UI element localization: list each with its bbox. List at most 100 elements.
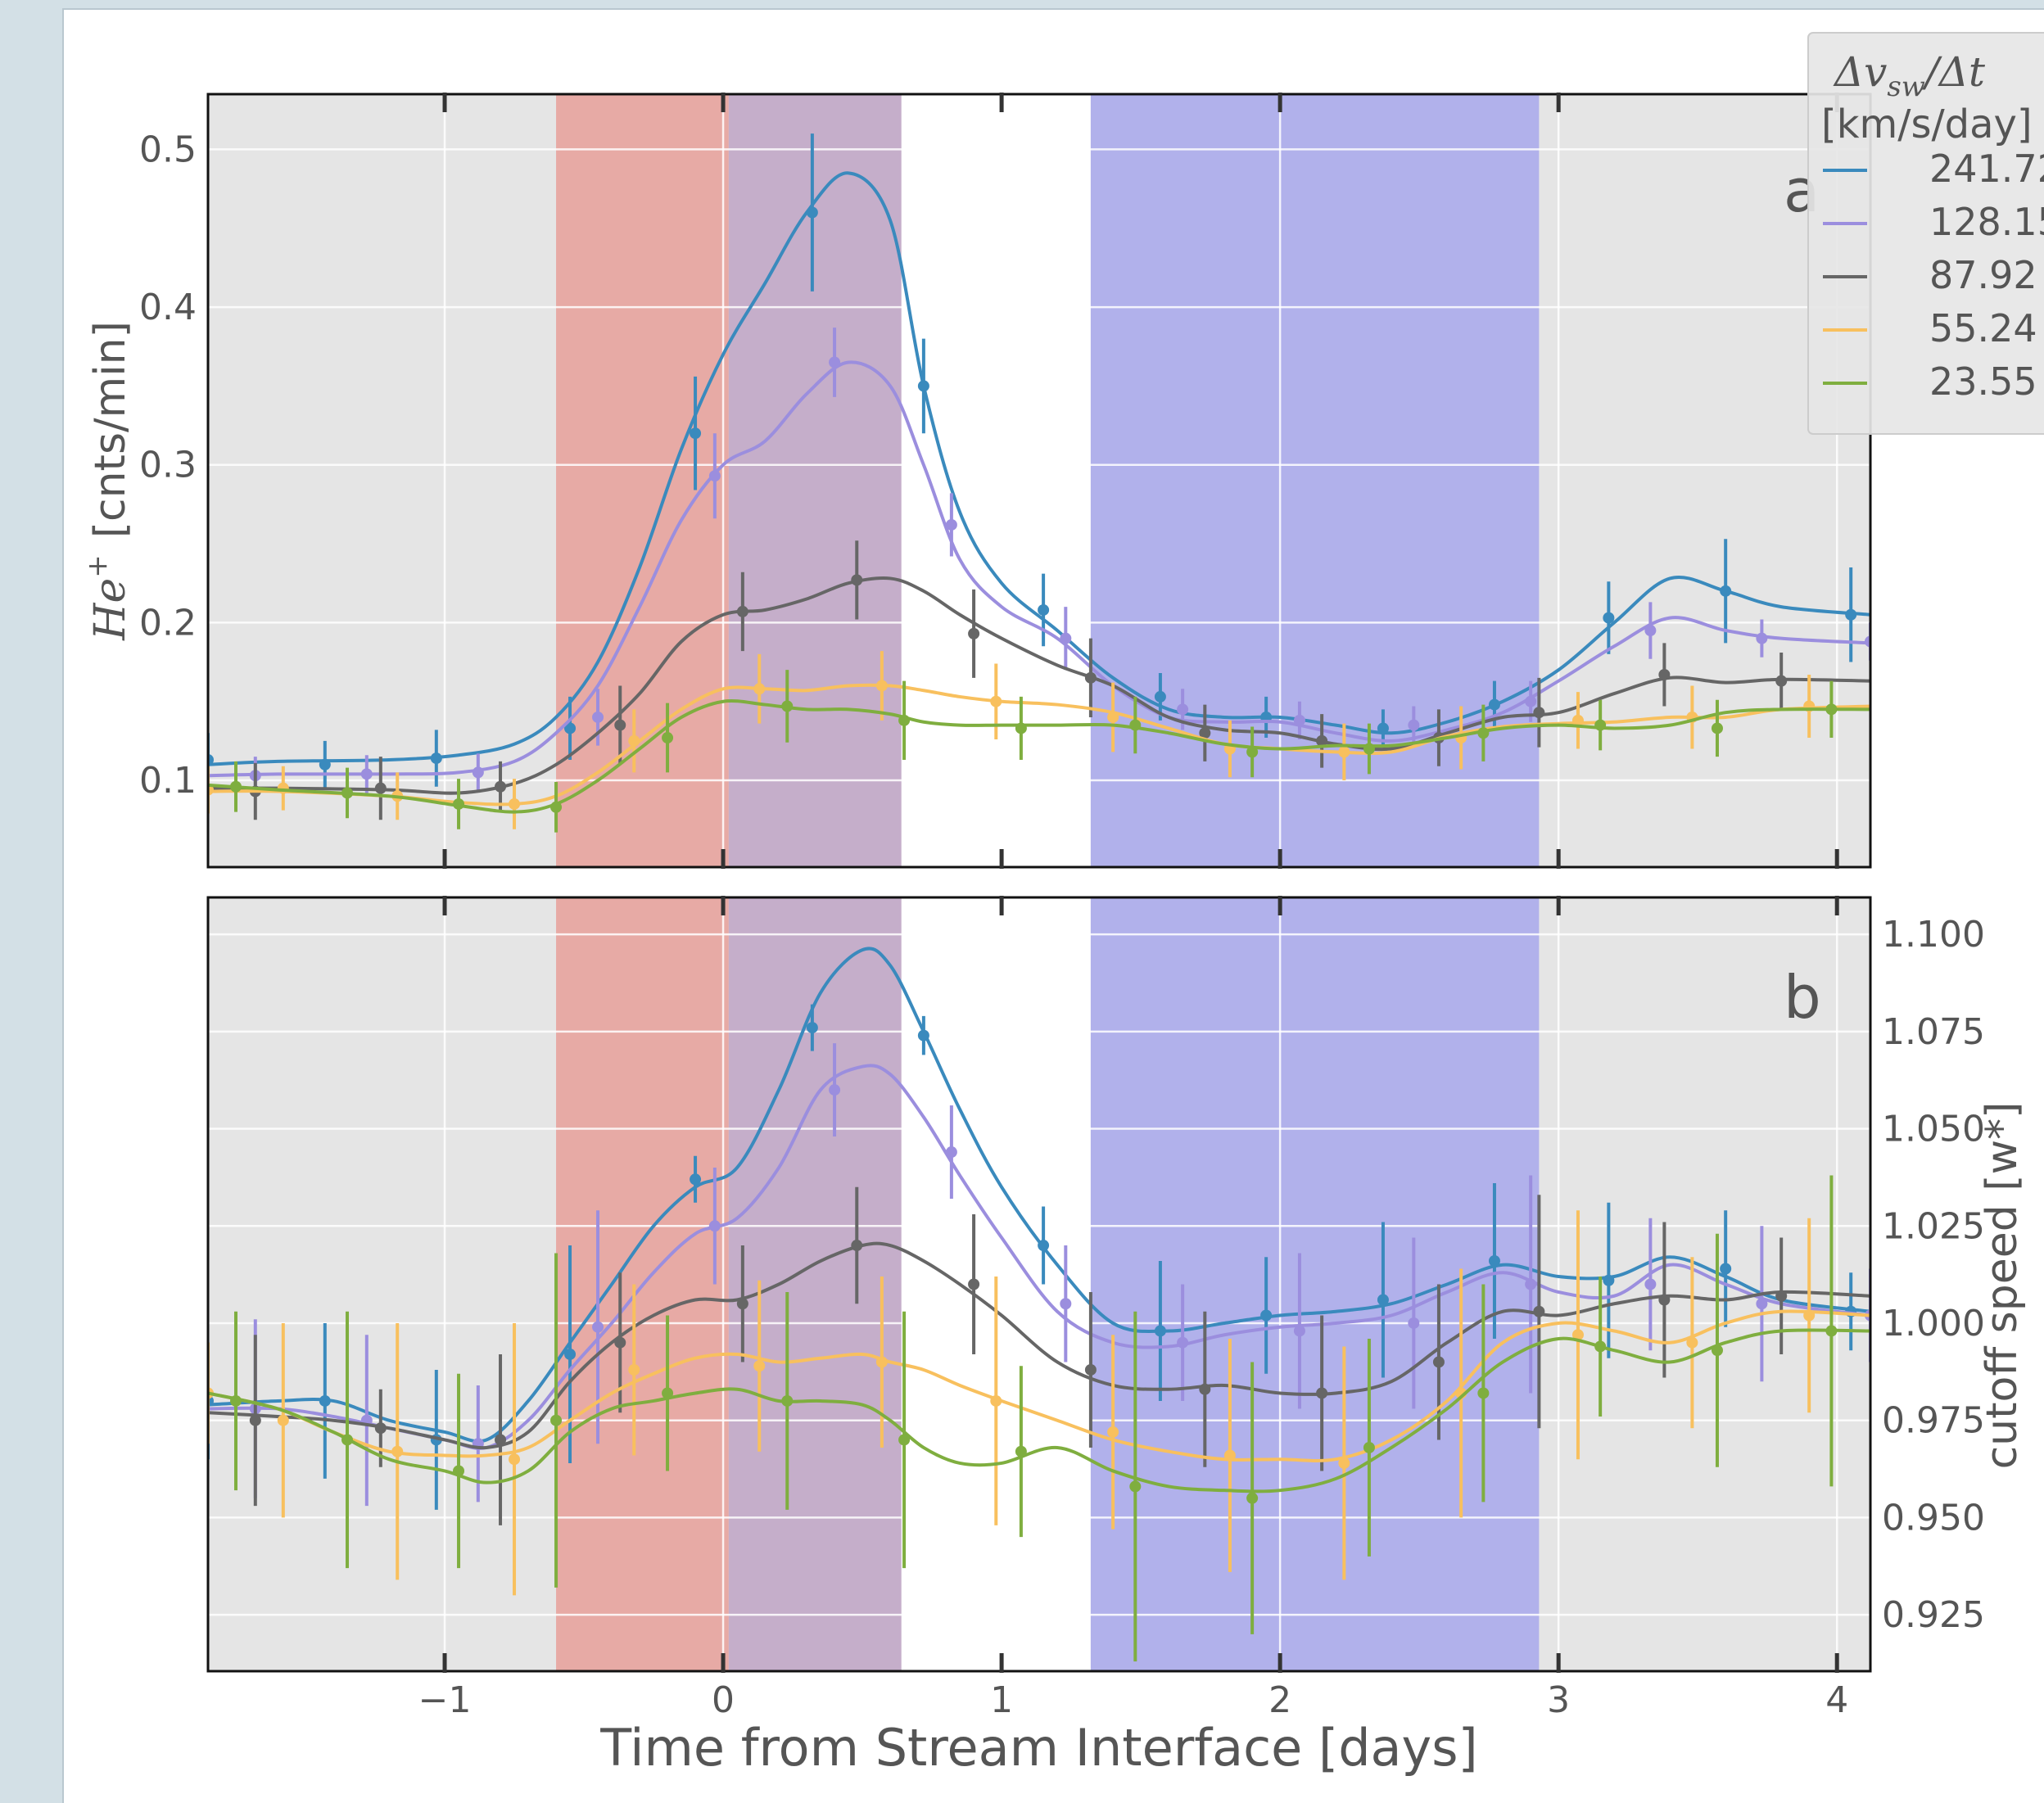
data-point-128.15-b-13	[1756, 1298, 1768, 1310]
data-point-87.92-a-12	[1658, 668, 1671, 680]
data-point-128.15-b-11	[1525, 1278, 1537, 1290]
data-point-55.24-b-5	[753, 1360, 766, 1372]
data-point-55.24-b-12	[1571, 1329, 1584, 1341]
data-point-241.72-b-4	[690, 1173, 702, 1186]
data-point-23.55-b-8	[1129, 1480, 1142, 1493]
legend-label-23.55: 23.55	[1929, 359, 2037, 404]
legend-title-math: Δv	[1833, 48, 1887, 96]
x-axis-label: Time from Stream Interface [days]	[599, 1718, 1477, 1778]
x-tick-label-5: 4	[1825, 1679, 1848, 1721]
data-point-23.55-a-6	[898, 714, 911, 726]
data-point-23.55-b-4	[662, 1387, 674, 1399]
data-point-23.55-a-11	[1477, 727, 1490, 739]
series-line-23.55-b	[208, 1328, 1870, 1493]
legend-entries: 241.72 128.15 87.92 55.24 23.55	[1823, 147, 2044, 404]
panel-b-ylabel: cutoff speed [w*]	[1978, 1102, 2027, 1470]
data-point-55.24-b-4	[628, 1363, 640, 1376]
data-point-87.92-a-3	[614, 719, 626, 731]
data-point-241.72-b-7	[1038, 1240, 1050, 1252]
data-point-87.92-b-6	[968, 1278, 980, 1290]
ylabel-units: [cnts/min]	[86, 321, 135, 538]
x-tick-label-2: 1	[990, 1679, 1013, 1721]
data-point-128.15-a-6	[945, 518, 957, 531]
data-point-55.24-a-10	[1338, 746, 1350, 758]
y-tick-label-a-2: 0.3	[139, 445, 197, 486]
x-tick-label-1: 0	[712, 1679, 735, 1721]
data-point-128.15-a-8	[1177, 703, 1189, 716]
data-point-55.24-b-1	[277, 1414, 289, 1426]
data-point-128.15-a-4	[708, 470, 721, 482]
data-point-23.55-a-4	[662, 732, 674, 744]
y-tick-label-b-1: 0.950	[1882, 1497, 1985, 1539]
data-point-241.72-a-2	[430, 752, 442, 765]
legend-title-rest: /Δt	[1922, 48, 1986, 96]
panel-b-series	[208, 947, 1870, 1662]
legend-label-87.92: 87.92	[1929, 253, 2037, 297]
data-point-87.92-b-0	[249, 1414, 261, 1426]
data-point-87.92-b-9	[1316, 1387, 1328, 1399]
legend-box	[1807, 32, 2044, 435]
data-point-87.92-b-7	[1084, 1363, 1097, 1376]
data-point-55.24-a-5	[753, 683, 766, 695]
data-point-128.15-a-1	[360, 768, 373, 780]
data-point-23.55-b-10	[1363, 1441, 1375, 1453]
data-point-87.92-a-2	[495, 780, 507, 793]
data-point-87.92-b-1	[374, 1422, 387, 1435]
data-point-128.15-b-8	[1177, 1336, 1189, 1349]
series-line-87.92-b	[208, 1241, 1870, 1450]
panel-b-grid	[208, 897, 1870, 1671]
data-point-55.24-a-12	[1571, 714, 1584, 726]
data-point-241.72-b-3	[564, 1348, 577, 1360]
data-point-128.15-a-14	[1865, 635, 1870, 648]
data-point-128.15-a-10	[1408, 719, 1420, 731]
legend-label-241.72: 241.72	[1929, 147, 2044, 191]
data-point-241.72-a-12	[1603, 612, 1615, 624]
series-line-128.15-a	[208, 360, 1870, 778]
data-point-55.24-b-7	[990, 1394, 1002, 1407]
panel-a-ylabel: He+ [cnts/min]	[81, 321, 135, 641]
data-point-55.24-b-9	[1223, 1449, 1236, 1462]
data-point-23.55-a-12	[1594, 719, 1607, 731]
data-point-87.92-b-11	[1533, 1305, 1545, 1317]
legend-label-55.24: 55.24	[1929, 306, 2037, 350]
data-point-55.24-b-2	[391, 1445, 404, 1457]
data-point-87.92-a-11	[1533, 707, 1545, 719]
series-23.55-b	[208, 1175, 1870, 1662]
data-point-55.24-b-3	[509, 1453, 521, 1466]
panel-b-label: b	[1784, 963, 1821, 1032]
data-point-23.55-b-14	[1825, 1325, 1838, 1337]
data-point-23.55-a-2	[453, 798, 465, 810]
data-point-55.24-b-6	[875, 1356, 888, 1368]
data-point-23.55-a-7	[1015, 722, 1027, 734]
data-point-128.15-b-6	[945, 1146, 957, 1159]
svg-text:He+[cnts/min]: He+ [cnts/min]	[81, 321, 135, 641]
data-point-241.72-a-8	[1154, 690, 1166, 703]
data-point-23.55-b-3	[550, 1414, 563, 1426]
shaded-region-3-b	[1090, 897, 1540, 1671]
panel-a-shaded-regions	[556, 94, 1540, 867]
panel-b-ticks: −1 0 1 2 3 4 0.925 0.950 0.975 1.000 1.025 1.050 1.0…	[418, 896, 1985, 1721]
y-tick-label-b-5: 1.050	[1882, 1109, 1985, 1150]
data-point-23.55-b-1	[341, 1434, 354, 1446]
legend-label-128.15: 128.15	[1929, 200, 2044, 244]
data-point-241.72-a-4	[690, 427, 702, 440]
data-point-128.15-a-7	[1060, 632, 1072, 644]
data-point-23.55-b-0	[230, 1394, 242, 1407]
data-point-55.24-a-3	[509, 798, 521, 810]
data-point-87.92-b-4	[736, 1298, 748, 1310]
ylabel-he: He	[86, 578, 135, 641]
data-point-241.72-b-10	[1377, 1294, 1389, 1306]
series-line-87.92-a	[208, 576, 1870, 795]
legend: Δvsw/Δt [km/s/day] 241.72 128.15 87.92 55.2…	[1807, 32, 2044, 435]
shaded-region-2-a	[728, 94, 902, 867]
data-point-128.15-a-12	[1644, 625, 1657, 637]
data-point-87.92-a-9	[1316, 734, 1328, 747]
y-tick-label-b-3: 1.000	[1882, 1303, 1985, 1344]
data-point-87.92-a-7	[1084, 671, 1097, 684]
data-point-87.92-a-4	[736, 605, 748, 617]
x-tick-label-4: 3	[1547, 1679, 1570, 1721]
panel-a-ticks: 0.1 0.2 0.3 0.4 0.5	[139, 93, 1839, 869]
data-point-23.55-a-3	[550, 801, 563, 813]
data-point-23.55-a-14	[1825, 703, 1838, 716]
